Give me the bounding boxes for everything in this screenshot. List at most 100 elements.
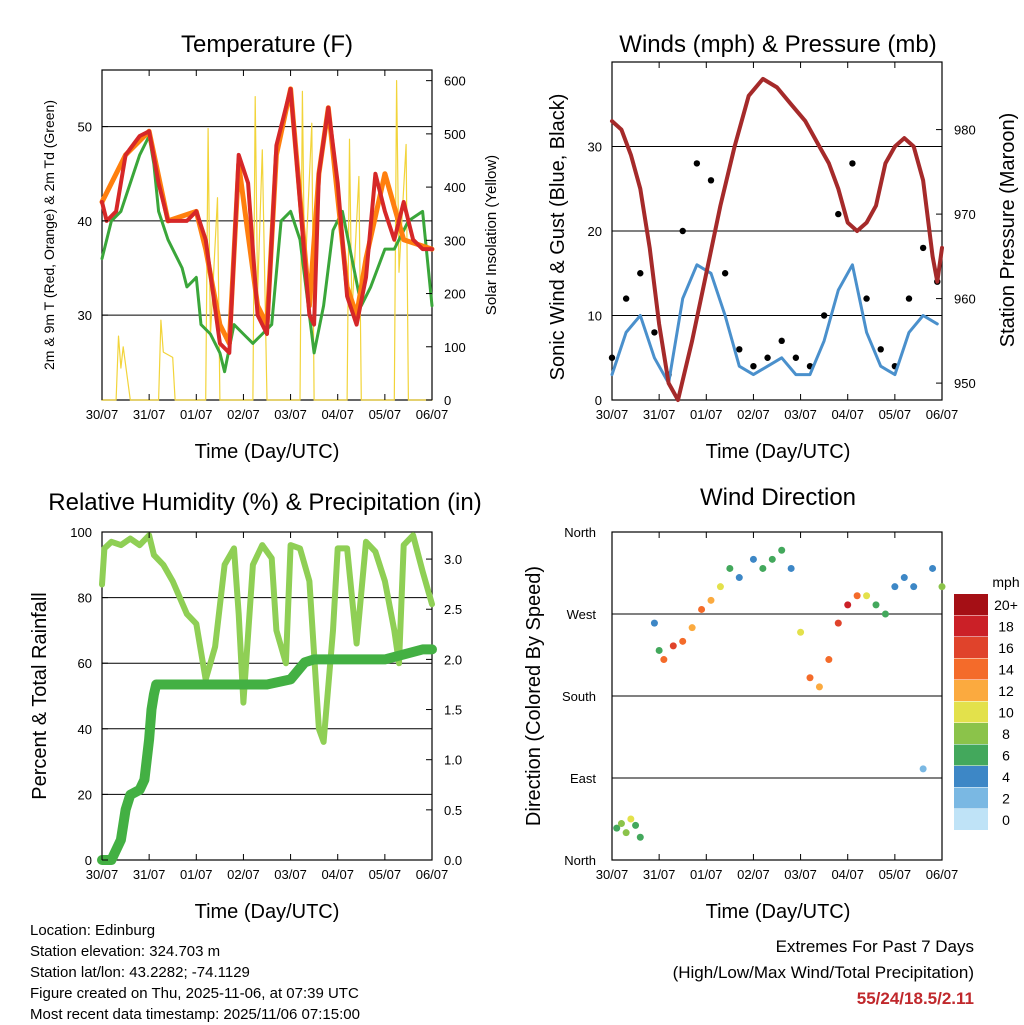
- y2-tick-label: 970: [954, 207, 976, 222]
- x-tick-label: 04/07: [831, 867, 864, 882]
- gust-point: [835, 210, 842, 218]
- extremes-subtitle: (High/Low/Max Wind/Total Precipitation): [672, 963, 974, 982]
- colorbar-swatch: [954, 744, 988, 766]
- x-tick-label: 30/07: [596, 867, 629, 882]
- y2-tick-label: 960: [954, 292, 976, 307]
- winds-panel: Winds (mph) & Pressure (mb) 30/07 31/07 01…: [547, 31, 1019, 463]
- wind-direction-point: [655, 646, 663, 654]
- y-tick-label: 20: [588, 224, 602, 239]
- x-tick-label: 05/07: [879, 867, 912, 882]
- temperature-y-ticks: 30 40 50: [78, 120, 108, 323]
- humidity-panel: Relative Humidity (%) & Precipitation (i…: [29, 489, 482, 923]
- wind-direction-y-ticks: North East South West North: [562, 525, 596, 868]
- winds-y2label: Station Pressure (Maroon): [997, 113, 1019, 348]
- y2-tick-label: 0.0: [444, 853, 462, 868]
- y-tick-label: North: [564, 853, 596, 868]
- gust-point: [651, 329, 658, 336]
- wind-direction-point: [834, 619, 842, 627]
- y-tick-label: 50: [78, 120, 92, 135]
- created-text: Figure created on Thu, 2025-11-06, at 07…: [30, 985, 359, 1002]
- colorbar-label: 16: [998, 640, 1014, 656]
- colorbar-swatch: [954, 809, 988, 830]
- x-tick-label: 06/07: [926, 867, 959, 882]
- colorbar-swatch: [954, 680, 988, 701]
- y2-tick-label: 100: [444, 340, 466, 355]
- y2-tick-label: 200: [444, 287, 466, 302]
- temperature-series: [99, 79, 435, 401]
- colorbar-swatch: [954, 658, 988, 680]
- gust-point: [608, 354, 616, 361]
- winds-x-ticks: 30/07 31/07 01/07 02/07 03/07 04/07 05/07 06/07: [596, 62, 958, 422]
- temperature-x-ticks: 30/07 31/07 01/07 02/07 03/07 04/07 05/07 06/07: [86, 70, 448, 422]
- winds-y-ticks: 0 10 20 30: [588, 140, 618, 408]
- temperature-xlabel: Time (Day/UTC): [195, 441, 340, 463]
- temperature-title: Temperature (F): [181, 31, 353, 58]
- x-tick-label: 01/07: [690, 867, 723, 882]
- y-tick-label: 80: [78, 591, 92, 606]
- dewpoint-line: [100, 134, 434, 374]
- wind-direction-title: Wind Direction: [700, 484, 856, 511]
- gust-point: [764, 354, 771, 361]
- wind-direction-point: [938, 583, 946, 591]
- gust-point: [679, 227, 686, 235]
- wind-direction-point: [679, 637, 687, 645]
- gust-point: [721, 270, 729, 277]
- pressure-line: [610, 76, 944, 402]
- wind-direction-point: [726, 564, 734, 572]
- location-text: Location: Edinburg: [30, 922, 156, 939]
- x-tick-label: 02/07: [737, 407, 770, 422]
- winds-series: [608, 76, 944, 402]
- wind-direction-point: [797, 628, 805, 636]
- colorbar-label: 14: [998, 662, 1014, 678]
- extremes-values: 55/24/18.5/2.11: [856, 989, 974, 1008]
- wind-direction-point: [825, 656, 833, 664]
- solar-insolation-line: [101, 79, 433, 401]
- x-tick-label: 02/07: [227, 867, 260, 882]
- x-tick-label: 03/07: [274, 407, 307, 422]
- recent-data-text: Most recent data timestamp: 2025/11/06 0…: [30, 1006, 360, 1023]
- y2-tick-label: 3.0: [444, 552, 462, 567]
- winds-ylabel: Sonic Wind & Gust (Blue, Black): [547, 94, 569, 381]
- wind-direction-point: [778, 546, 786, 554]
- x-tick-label: 04/07: [831, 407, 864, 422]
- x-tick-label: 03/07: [274, 867, 307, 882]
- y-tick-label: 20: [78, 787, 92, 802]
- gust-point: [919, 244, 927, 252]
- station-info: Location: Edinburg Station elevation: 32…: [30, 920, 360, 1025]
- y-tick-label: 0: [85, 853, 92, 868]
- wind-direction-point: [749, 555, 757, 563]
- wind-direction-point: [815, 683, 823, 691]
- x-tick-label: 30/07: [596, 407, 629, 422]
- temperature-frame: [101, 69, 433, 401]
- wind-direction-point: [613, 824, 621, 832]
- colorbar-label: 12: [998, 683, 1014, 699]
- colorbar-swatch: [954, 787, 988, 809]
- x-tick-label: 02/07: [227, 407, 260, 422]
- y2-tick-label: 1.0: [444, 753, 462, 768]
- y-tick-label: South: [562, 689, 596, 704]
- x-tick-label: 05/07: [369, 867, 402, 882]
- winds-title: Winds (mph) & Pressure (mb): [619, 31, 936, 58]
- colorbar-label: 0: [1002, 812, 1010, 828]
- colorbar-swatch: [954, 594, 988, 615]
- y-tick-label: 10: [588, 309, 602, 324]
- x-tick-label: 31/07: [643, 867, 676, 882]
- y2-tick-label: 600: [444, 74, 466, 89]
- wind-direction-series: [613, 546, 946, 841]
- y2-tick-label: 400: [444, 180, 466, 195]
- colorbar-label: 8: [1002, 726, 1010, 742]
- gust-point: [792, 354, 800, 361]
- temperature-ylabel: 2m & 9m T (Red, Orange) & 2m Td (Green): [41, 100, 57, 370]
- x-tick-label: 01/07: [180, 867, 213, 882]
- y-tick-label: 40: [78, 214, 92, 229]
- x-tick-label: 06/07: [416, 867, 449, 882]
- winds-grid: [612, 146, 942, 316]
- y-tick-label: East: [570, 771, 596, 786]
- colorbar-swatch: [954, 766, 988, 787]
- x-tick-label: 05/07: [369, 407, 402, 422]
- relative-humidity-line: [99, 532, 435, 745]
- x-tick-label: 31/07: [133, 867, 166, 882]
- y-tick-label: 100: [70, 525, 92, 540]
- y-tick-label: 30: [78, 308, 92, 323]
